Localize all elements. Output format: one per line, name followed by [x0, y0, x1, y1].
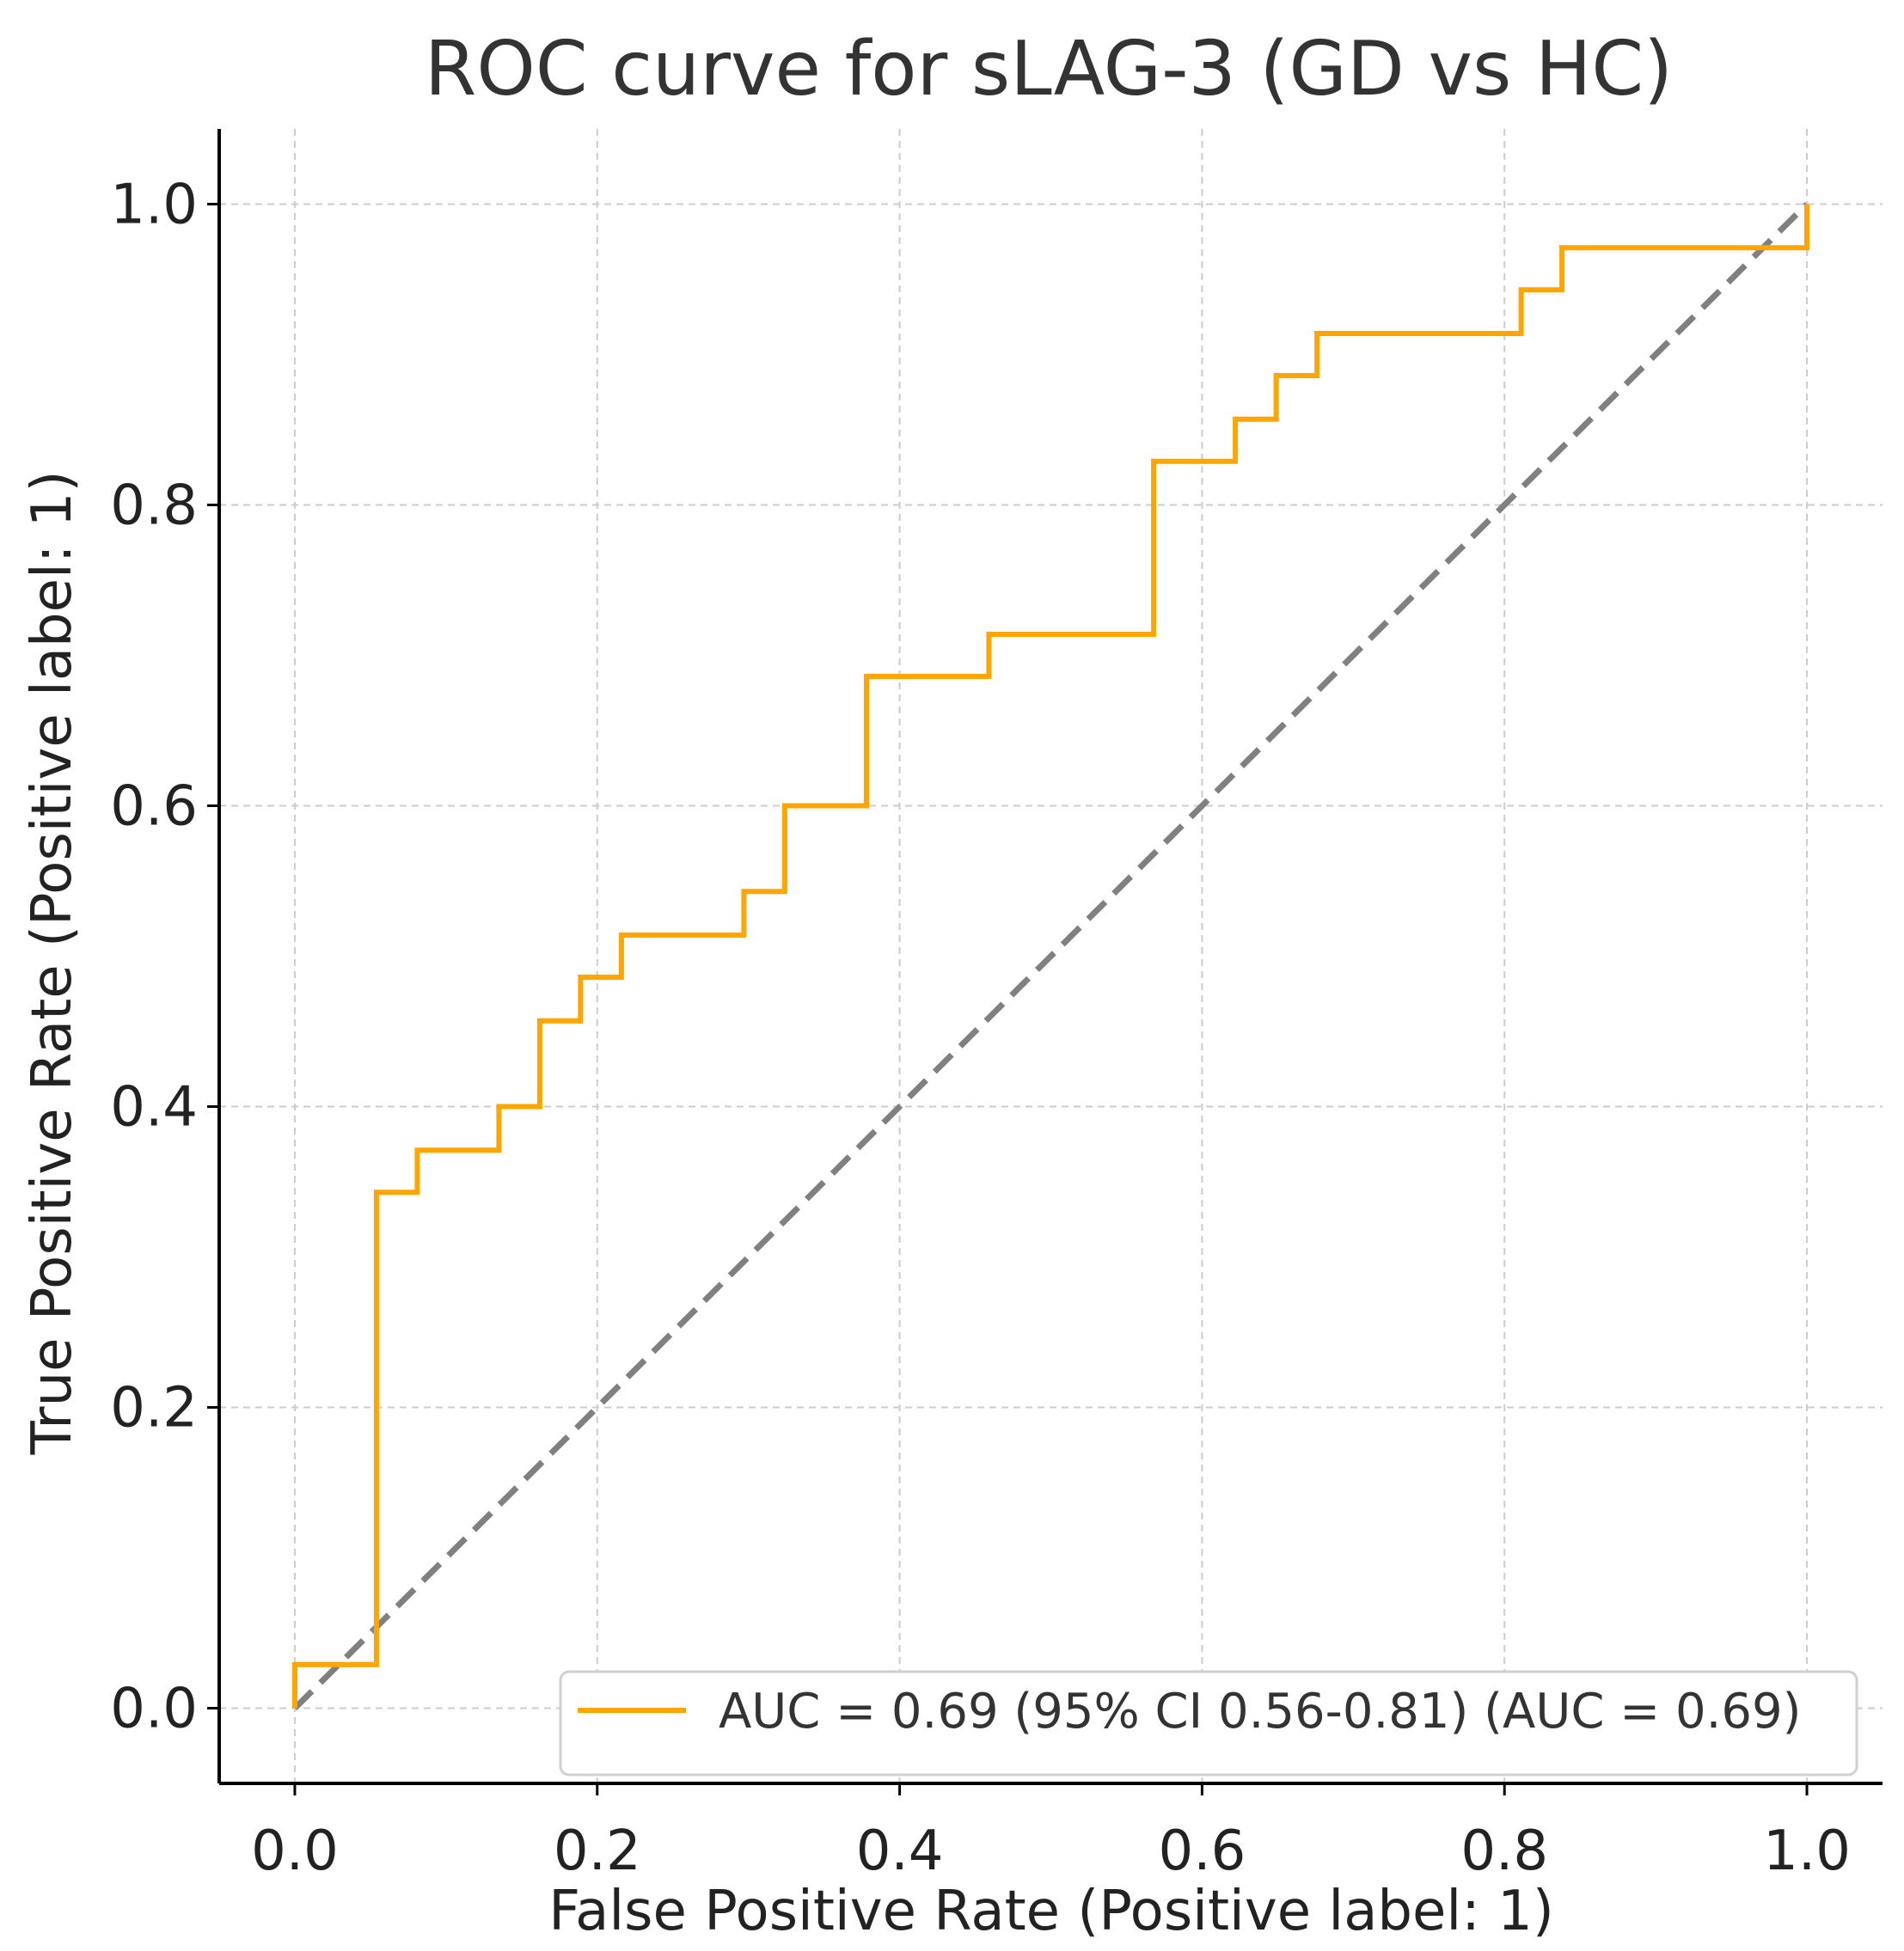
x-tick-label-5: 1.0	[1763, 1820, 1851, 1883]
series-layer	[292, 202, 1809, 1710]
y-tick-label-5: 1.0	[110, 174, 198, 237]
x-tick-label-4: 0.8	[1460, 1820, 1548, 1883]
y-axis-label: True Positive Rate (Positive label: 1)	[21, 471, 84, 1456]
y-tick-label-1: 0.2	[110, 1377, 198, 1440]
y-tick-label-3: 0.6	[110, 775, 198, 839]
ticks: 0.0 0.2 0.4 0.6 0.8 1.0 0.0 0.2 0.4 0.6 0.8 1.0	[110, 174, 1851, 1884]
legend-label-auc: AUC = 0.69 (95% CI 0.56-0.81) (AUC = 0.6…	[719, 1684, 1801, 1740]
legend: AUC = 0.69 (95% CI 0.56-0.81) (AUC = 0.6…	[559, 1670, 1858, 1777]
roc-curve-line	[292, 204, 1809, 1709]
x-tick-label-0: 0.0	[251, 1820, 339, 1883]
chance-diagonal-line	[292, 202, 1809, 1710]
x-tick-label-2: 0.4	[856, 1820, 944, 1883]
x-axis-label: False Positive Rate (Positive label: 1)	[548, 1880, 1554, 1943]
legend-box	[559, 1670, 1858, 1777]
axes	[217, 129, 1883, 1785]
chart-title: ROC curve for sLAG-3 (GD vs HC)	[425, 25, 1673, 113]
y-tick-label-0: 0.0	[110, 1678, 198, 1741]
y-tick-label-4: 0.8	[110, 474, 198, 538]
y-tick-label-2: 0.4	[110, 1076, 198, 1140]
x-tick-label-3: 0.6	[1159, 1820, 1246, 1883]
x-tick-label-1: 0.2	[554, 1820, 641, 1883]
